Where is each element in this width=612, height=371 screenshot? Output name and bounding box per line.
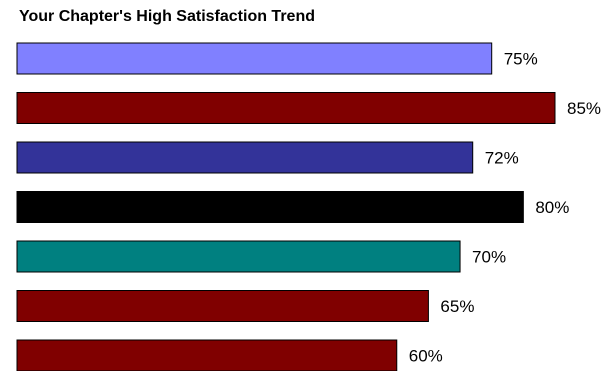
data-label-5: 70% [472,248,506,267]
data-label-7: 60% [409,347,443,366]
data-label-6: 65% [440,297,474,316]
bar-1 [16,42,493,75]
bar-5 [16,240,461,273]
data-label-1: 75% [504,50,538,69]
chart-title: Your Chapter's High Satisfaction Trend [19,8,315,25]
bar-2 [16,92,556,124]
data-label-4: 80% [535,198,569,217]
bar-4 [16,191,524,223]
bar-3 [16,141,474,174]
bar-6 [16,290,429,322]
data-label-3: 72% [485,149,519,168]
bar-7 [16,339,398,371]
data-label-2: 85% [567,99,601,118]
